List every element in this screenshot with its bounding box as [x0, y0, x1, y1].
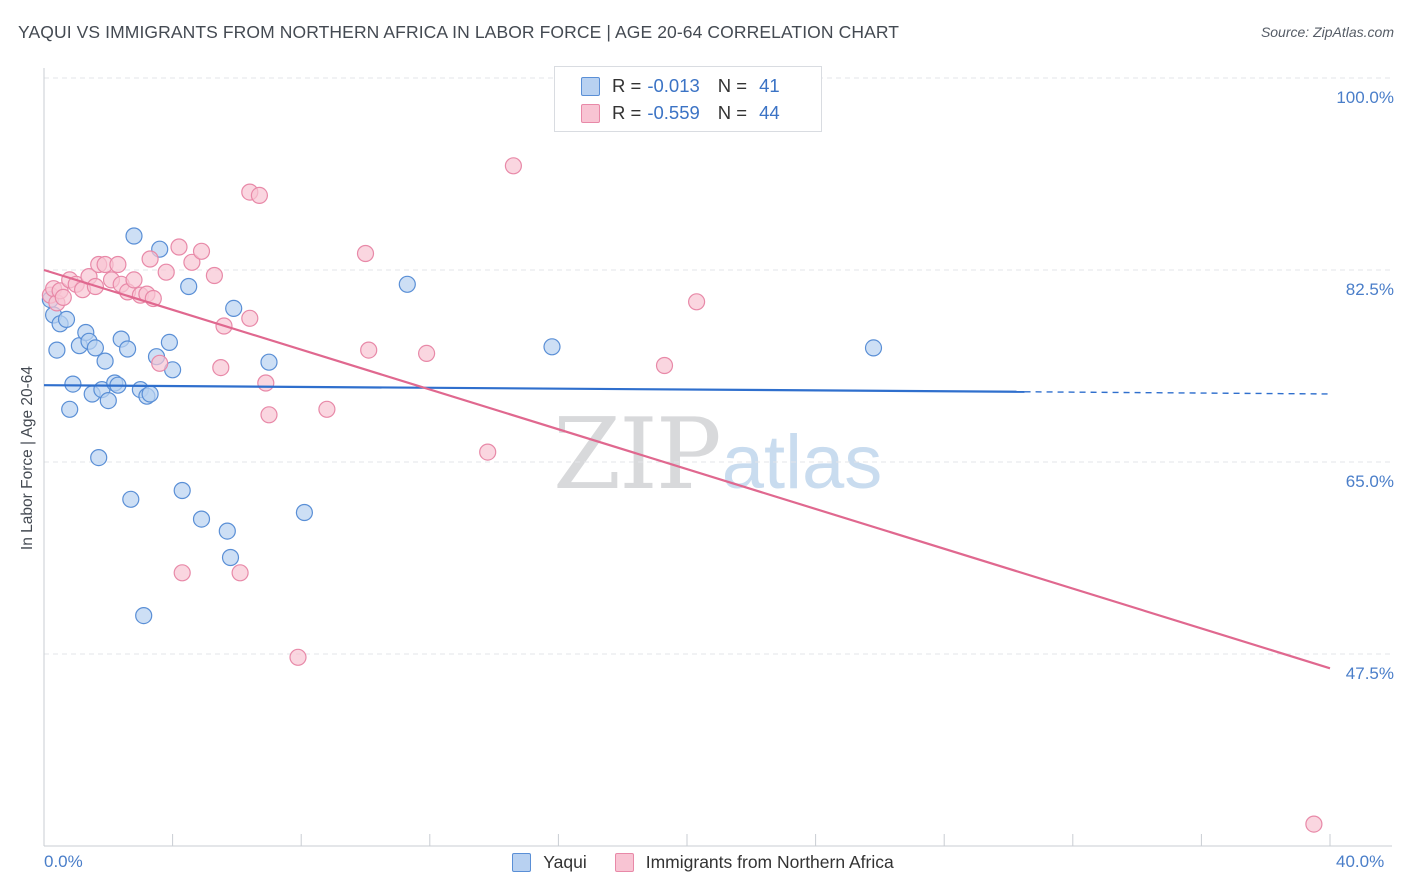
r-value-yaqui: -0.013 — [647, 75, 700, 96]
point-yaqui-4 — [57, 310, 76, 328]
point-yaqui-5 — [61, 400, 79, 418]
n-value-yaqui: 41 — [759, 75, 780, 96]
point-yaqui-25 — [141, 385, 159, 403]
point-immigrants-30 — [231, 564, 249, 582]
point-yaqui-37 — [295, 503, 313, 522]
y-tick-label-100: 100.0% — [1336, 88, 1394, 107]
stats-row-yaqui: R = -0.013 N = 41 — [581, 75, 780, 97]
point-yaqui-38 — [398, 275, 416, 293]
point-immigrants-13 — [109, 255, 127, 274]
r-label: R = — [612, 75, 642, 96]
point-yaqui-35 — [225, 299, 243, 317]
stats-legend: R = -0.013 N = 41 R = -0.559 N = 44 — [554, 66, 822, 132]
trendline-yaqui — [43, 384, 1025, 393]
point-immigrants-23 — [170, 238, 188, 256]
point-immigrants-19 — [141, 250, 159, 268]
point-immigrants-36 — [289, 648, 307, 666]
point-immigrants-27 — [205, 266, 223, 285]
legend-label-immigrants: Immigrants from Northern Africa — [645, 852, 894, 872]
point-immigrants-35 — [260, 406, 278, 424]
legend-label-yaqui: Yaqui — [543, 852, 587, 872]
point-immigrants-28 — [212, 359, 230, 377]
n-label: N = — [717, 102, 748, 123]
y-tick-label-47-5: 47.5% — [1345, 664, 1394, 683]
point-yaqui-34 — [221, 548, 240, 567]
point-immigrants-41 — [479, 443, 497, 461]
point-immigrants-26 — [192, 242, 211, 260]
point-yaqui-30 — [173, 481, 191, 500]
y-axis-label: In Labor Force | Age 20-64 — [19, 365, 36, 551]
point-yaqui-39 — [543, 338, 561, 356]
y-tick-label-82-5: 82.5% — [1345, 280, 1394, 299]
point-immigrants-4 — [54, 288, 72, 306]
point-immigrants-33 — [250, 186, 268, 204]
legend-item-yaqui[interactable]: Yaqui — [512, 852, 587, 873]
stats-row-immigrants: R = -0.559 N = 44 — [581, 102, 780, 124]
watermark-zip: ZIP — [553, 398, 722, 512]
point-yaqui-11 — [86, 339, 105, 357]
point-yaqui-28 — [160, 333, 178, 351]
point-yaqui-31 — [180, 277, 198, 296]
legend-swatch-yaqui — [512, 853, 532, 872]
point-immigrants-34 — [257, 374, 275, 392]
point-immigrants-42 — [504, 157, 523, 175]
point-immigrants-43 — [655, 356, 674, 375]
trendline-immigrants — [43, 268, 1331, 670]
n-value-immigrants: 44 — [759, 102, 780, 123]
y-tick-label-65: 65.0% — [1345, 472, 1394, 491]
point-immigrants-38 — [356, 244, 375, 263]
yaqui-swatch — [581, 76, 600, 96]
point-immigrants-40 — [418, 344, 436, 362]
x-tick-label-max: 40.0% — [1336, 852, 1385, 871]
point-yaqui-36 — [260, 353, 278, 371]
legend-item-immigrants[interactable]: Immigrants from Northern Africa — [614, 852, 894, 873]
point-yaqui-20 — [122, 490, 140, 508]
point-immigrants-39 — [360, 341, 378, 359]
r-label: R = — [612, 102, 642, 123]
point-yaqui-15 — [99, 392, 117, 410]
point-immigrants-37 — [318, 400, 336, 418]
point-yaqui-19 — [118, 340, 137, 358]
point-immigrants-21 — [151, 354, 169, 372]
point-immigrants-16 — [125, 271, 143, 289]
trendline-yaqui-extrapolated — [1024, 391, 1331, 395]
point-yaqui-14 — [96, 352, 114, 370]
point-yaqui-12 — [90, 449, 108, 467]
point-yaqui-32 — [192, 510, 211, 528]
point-immigrants-24 — [173, 564, 191, 582]
point-yaqui-6 — [64, 375, 82, 393]
n-label: N = — [717, 75, 748, 96]
point-immigrants-31 — [241, 309, 259, 327]
point-yaqui-33 — [218, 522, 236, 540]
source-credit: Source: ZipAtlas.com — [1260, 24, 1394, 40]
point-immigrants-25 — [183, 253, 201, 271]
series-legend: Yaqui Immigrants from Northern Africa — [0, 852, 1406, 873]
point-immigrants-22 — [157, 263, 175, 281]
point-yaqui-40 — [864, 339, 883, 357]
chart-title: YAQUI VS IMMIGRANTS FROM NORTHERN AFRICA… — [18, 22, 900, 42]
point-immigrants-44 — [687, 293, 706, 311]
x-tick-label-min: 0.0% — [44, 852, 83, 871]
r-value-immigrants: -0.559 — [647, 102, 700, 123]
point-yaqui-23 — [135, 606, 153, 625]
immigrants-swatch — [581, 103, 600, 123]
point-yaqui-2 — [48, 341, 66, 359]
point-immigrants-45 — [1305, 815, 1323, 833]
point-yaqui-21 — [125, 227, 143, 245]
legend-swatch-immigrants — [614, 853, 634, 872]
